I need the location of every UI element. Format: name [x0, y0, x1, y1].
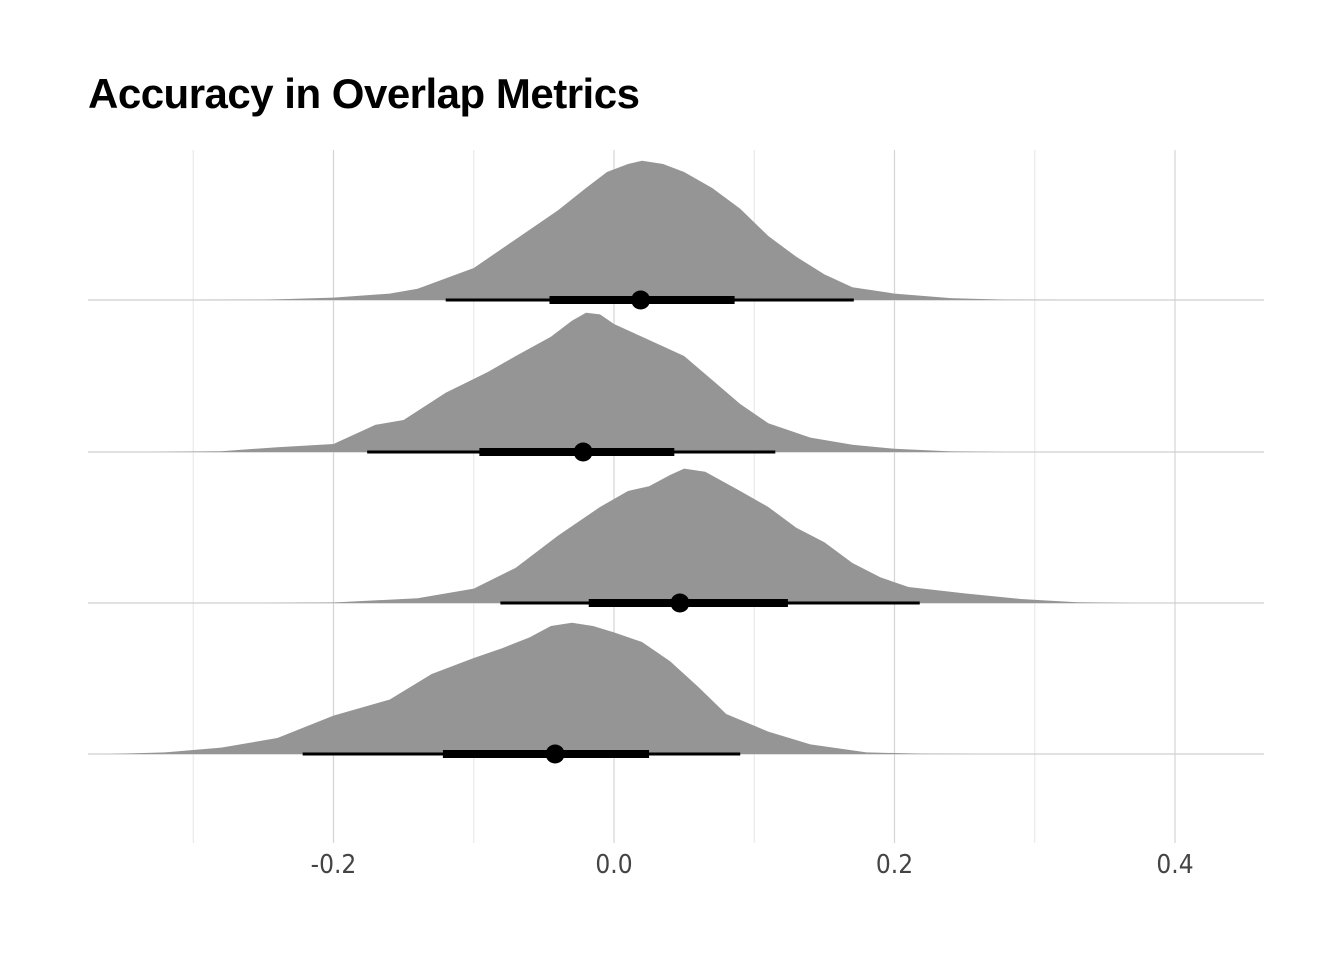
x-axis-ticks: -0.2 0.0 0.2 0.4: [311, 850, 1194, 880]
median-point-3: [545, 744, 565, 764]
x-tick-label-0: -0.2: [311, 850, 357, 880]
median-point-0: [631, 290, 651, 310]
density-shape-0: [193, 160, 1063, 300]
median-point-2: [670, 593, 690, 613]
distribution-rows: [88, 160, 1264, 764]
chart-title: Accuracy in Overlap Metrics: [88, 70, 640, 117]
x-tick-label-2: 0.2: [876, 850, 913, 880]
x-tick-label-1: 0.0: [595, 850, 632, 880]
x-tick-label-3: 0.4: [1156, 850, 1193, 880]
median-point-1: [573, 442, 593, 462]
density-shape-1: [151, 312, 1007, 452]
density-shape-3: [109, 622, 979, 754]
density-shape-2: [263, 468, 1133, 603]
